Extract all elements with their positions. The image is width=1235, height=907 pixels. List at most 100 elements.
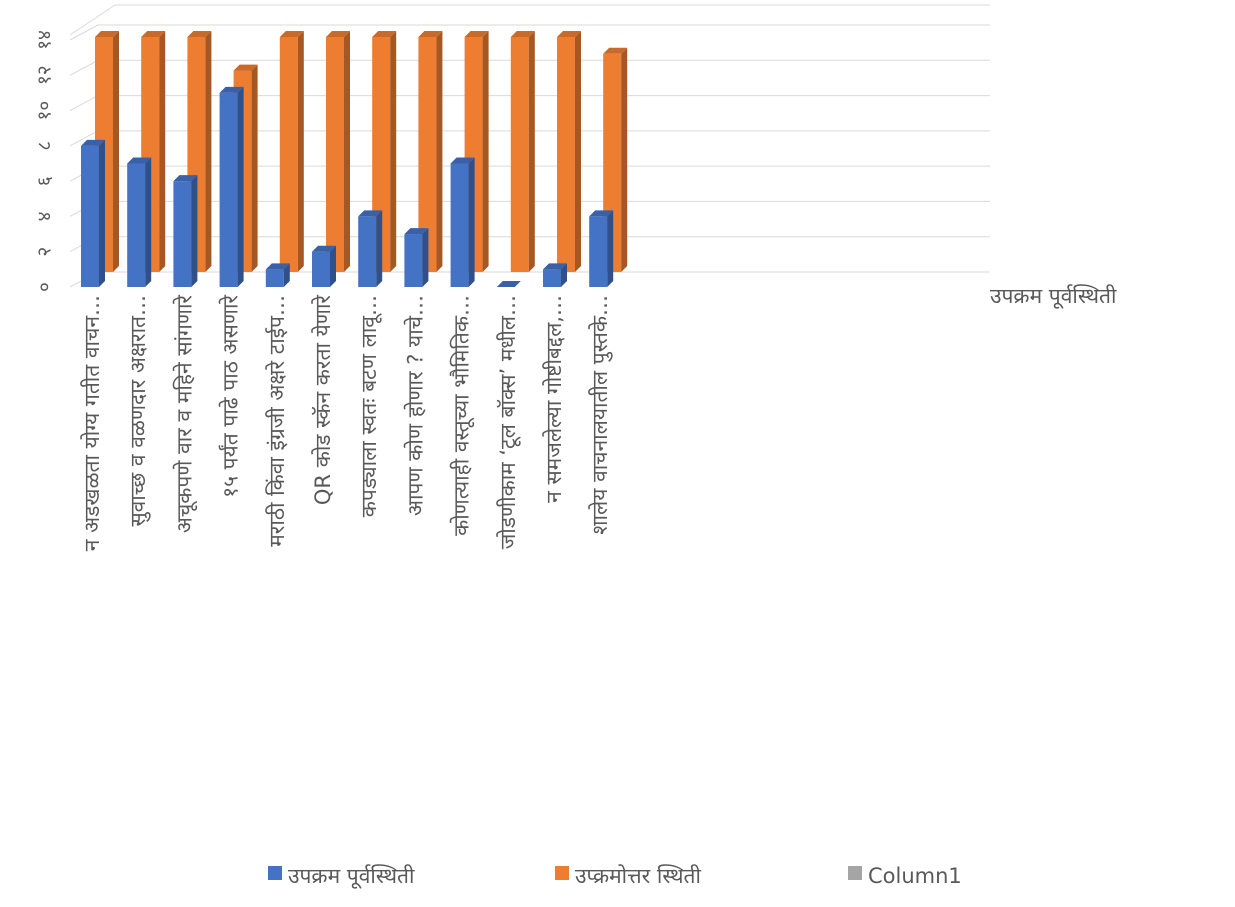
bar: [265, 263, 290, 287]
x-tick-label: न अडखळता योग्य गतीत वाचन…: [80, 295, 104, 551]
bar-front: [404, 234, 423, 287]
x-tick-label: अचूकपणे वार व महिने सांगणारे: [172, 295, 197, 534]
bar-top: [372, 31, 397, 37]
bar: [279, 31, 304, 272]
bar-top: [219, 86, 244, 93]
bar: [219, 86, 244, 287]
bar-top: [543, 263, 567, 270]
bar-front: [81, 145, 99, 287]
x-tick-label: सुवाच्छ व वळणदार अक्षरात…: [126, 295, 151, 527]
bar: [312, 245, 336, 287]
bar-top: [510, 31, 535, 37]
bar-top: [95, 31, 119, 37]
bar-side: [482, 31, 489, 272]
bar-side: [297, 31, 304, 272]
legend-label: Column1: [868, 864, 962, 888]
bar-top: [127, 157, 152, 164]
bar-side: [191, 175, 198, 287]
y-tick-label: १२: [34, 65, 56, 85]
bar-top: [173, 175, 198, 182]
depth-axis-label: उपक्रम पूर्वस्थिती: [990, 284, 1117, 309]
x-tick-label: कपड्याला स्वतः बटण लावू…: [357, 295, 382, 517]
bar-top: [279, 31, 304, 37]
bar-side: [528, 31, 535, 272]
bar-front: [589, 216, 608, 287]
bar-top: [418, 31, 443, 37]
x-tick-label: १५ पर्यंत पाढे पाठ असणारे: [219, 295, 243, 498]
bar-top: [141, 31, 166, 37]
bar: [173, 175, 198, 287]
bar-front: [450, 163, 469, 287]
bar-side: [205, 31, 212, 272]
bar-top: [265, 263, 290, 270]
grid-line: [69, 24, 990, 41]
bar-front: [173, 181, 192, 287]
bar-side: [237, 86, 244, 287]
bar-side: [145, 157, 152, 287]
bar-side: [113, 31, 119, 272]
bar: [543, 263, 567, 287]
x-tick-label: मराठी किंवा इंग्रजी अक्षरे टाईप…: [265, 295, 289, 547]
bar: [450, 157, 475, 287]
legend-label: उप्क्रमोत्तर स्थिती: [575, 864, 701, 888]
bar-front: [127, 163, 146, 287]
wall-edge: [69, 4, 116, 36]
bar-side: [436, 31, 443, 272]
legend-swatch: [555, 866, 569, 880]
bar-front: [219, 92, 238, 287]
bar-top: [81, 139, 105, 146]
x-tick-label: QR कोड स्कॅन करता येणारे: [311, 295, 335, 506]
bar: [589, 210, 614, 287]
x-tick-label: आपण कोण होणार ? याचे…: [403, 295, 427, 516]
bar-top: [187, 31, 212, 37]
bar: [418, 31, 443, 272]
bar-front: [543, 269, 561, 287]
bar: [358, 210, 383, 287]
bar-top: [464, 31, 489, 37]
bar-top: [496, 281, 521, 287]
bar-side: [159, 31, 166, 272]
bar: [326, 31, 350, 272]
bar-side: [251, 64, 258, 272]
bar-side: [621, 47, 628, 273]
bar-side: [376, 210, 383, 287]
y-tick-label: ६: [34, 176, 56, 186]
legend-swatch: [268, 866, 282, 880]
bar-side: [561, 263, 567, 287]
bar-top: [233, 64, 258, 71]
bar-side: [390, 31, 397, 272]
y-tick-label: १४: [34, 30, 56, 50]
bar-front: [279, 37, 298, 272]
legend-label: उपक्रम पूर्वस्थिती: [288, 864, 415, 889]
bar-front: [326, 37, 344, 272]
bar-top: [358, 210, 383, 217]
bar: [127, 157, 152, 287]
bar-front: [510, 37, 529, 272]
x-tick-label: जोडणीकाम ‘टूल बॉक्स’ मधील…: [496, 295, 521, 549]
grid-line: [69, 271, 990, 288]
bar-top: [589, 210, 614, 217]
bar-top: [450, 157, 475, 164]
legend-swatch: [848, 866, 862, 880]
bar-side: [99, 139, 105, 287]
bar-side: [344, 31, 350, 272]
bar-top: [312, 245, 336, 252]
y-tick-label: ०: [34, 282, 56, 292]
bar: [404, 228, 429, 287]
bar: [557, 31, 581, 272]
bar-top: [557, 31, 581, 37]
bar: [81, 139, 105, 287]
y-tick-label: २: [34, 247, 56, 257]
bar: [496, 281, 521, 287]
x-tick-label: कोणत्याही वस्तूच्या भौमितिक…: [450, 295, 475, 536]
bar-front: [557, 37, 575, 272]
bar-front: [358, 216, 377, 287]
bar-side: [607, 210, 614, 287]
bar-side: [283, 263, 290, 287]
bar-front: [265, 269, 284, 287]
bar-side: [575, 31, 581, 272]
y-tick-label: १०: [34, 101, 56, 121]
bar-side: [330, 245, 336, 287]
bar-front: [418, 37, 437, 272]
